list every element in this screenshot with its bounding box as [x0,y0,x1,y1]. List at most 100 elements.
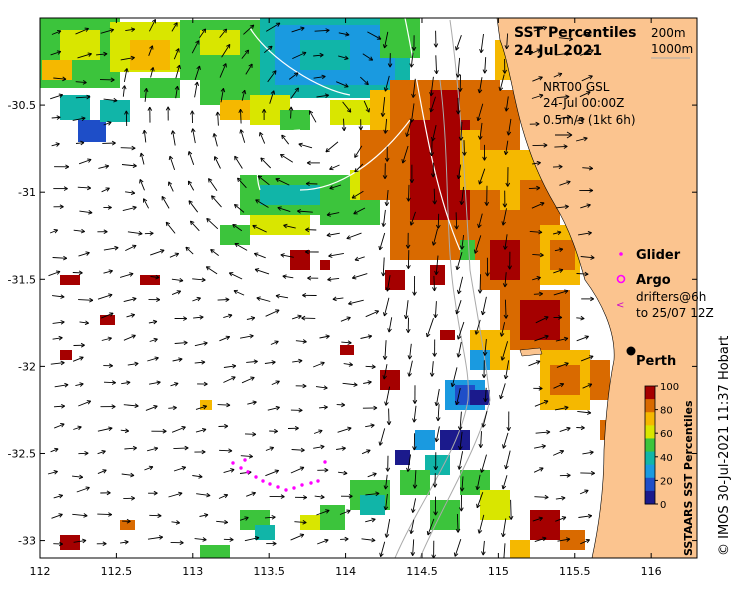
current-vector [170,382,179,387]
current-vector [188,200,199,213]
current-vector [579,91,591,98]
current-vector [100,29,114,34]
current-vector [463,140,465,156]
current-vector [342,101,352,113]
current-vector [269,90,275,104]
current-vector [555,516,567,522]
current-vector [196,493,211,497]
current-vector [575,137,588,142]
current-vector [78,159,92,165]
current-vector [150,276,160,279]
legend-drifters-line1: drifters@6h [636,290,706,304]
current-vector [119,273,134,278]
current-vector [579,489,589,495]
current-vector [556,96,570,99]
current-vector [79,210,93,214]
current-vector [555,337,569,342]
current-vector [97,513,112,516]
current-vector [51,513,63,519]
current-vector [50,94,63,100]
current-vector [456,388,461,405]
current-vector [121,473,135,476]
x-tick-label: 113 [182,565,203,578]
current-vector [529,230,543,233]
current-vector [454,538,462,557]
current-vector [315,386,328,389]
current-vector [367,472,377,478]
y-tick-label: -31 [18,186,36,199]
current-vector [150,249,165,256]
current-vector [72,475,83,478]
current-vector [51,116,61,119]
current-vector [499,74,505,91]
current-vector [501,341,509,361]
current-vector [379,232,386,251]
current-vector [72,117,86,121]
colorbar-segment [645,477,655,492]
current-vector [313,445,325,449]
current-vector [553,269,564,274]
y-tick-label: -31.5 [8,273,36,286]
current-vector [237,177,247,189]
current-vector [174,342,188,344]
current-vector [510,499,512,520]
current-vector [502,208,507,226]
current-vector [275,295,289,299]
current-vector [582,451,594,455]
current-vector [457,57,461,78]
current-vector [474,235,482,254]
current-vector [435,388,440,406]
current-vector [410,103,415,123]
current-vector [459,431,463,450]
glider-track-point [231,461,235,465]
current-vector [73,426,82,430]
place-perth: Perth [636,354,676,369]
current-vector [290,87,299,99]
current-vector [185,246,194,255]
glider-track-point [243,458,247,462]
current-vector [229,272,243,280]
current-vector [433,188,436,205]
current-vector [457,164,462,179]
current-vector [78,400,91,407]
current-vector [246,360,258,363]
current-vector [534,537,547,543]
current-vector [499,383,506,400]
current-vector [290,106,292,119]
current-vector [208,178,218,192]
current-vector [75,28,89,35]
current-vector [582,167,593,169]
current-vector [528,360,541,367]
current-vector [120,429,129,432]
current-vector [96,53,108,56]
current-vector [313,75,326,79]
current-vector [553,383,564,389]
current-vector [384,75,390,92]
current-vector [280,254,294,258]
x-tick-label: 112 [30,565,51,578]
current-vector [431,361,434,377]
current-vector [53,77,67,80]
current-vector [123,334,136,341]
current-vector [328,252,344,257]
current-vector [218,494,228,499]
glider-track [231,458,327,492]
current-vector [432,228,438,246]
current-vector [384,340,387,360]
current-vector [103,270,113,274]
current-vector [173,466,186,472]
current-vector [337,427,352,433]
current-vector [175,86,178,99]
current-vector [581,33,591,36]
current-vector [339,510,351,515]
current-vector [362,53,373,61]
current-vector [455,35,462,51]
current-vector [127,362,139,366]
current-vector [103,98,118,102]
current-vector [482,410,488,428]
current-vector [168,492,183,498]
current-vector [414,470,417,489]
current-vector [76,487,90,493]
current-vector [351,190,364,199]
current-vector [75,383,84,387]
